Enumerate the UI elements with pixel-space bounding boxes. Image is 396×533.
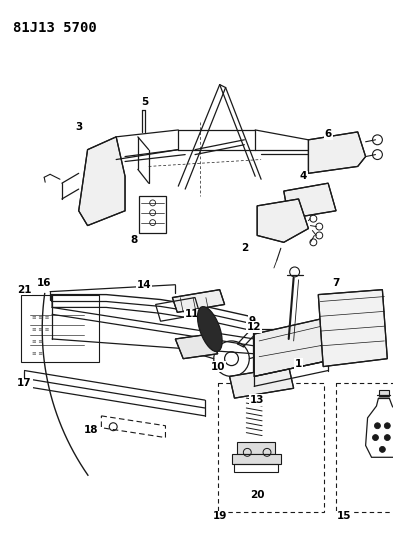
Text: 3: 3 — [75, 122, 82, 132]
Text: 21: 21 — [17, 285, 32, 295]
Text: 10: 10 — [210, 361, 225, 372]
Bar — [336, 383, 396, 512]
Text: 18: 18 — [84, 425, 99, 435]
Text: 2: 2 — [241, 243, 248, 253]
Text: 12: 12 — [247, 322, 261, 332]
Bar — [379, 390, 389, 396]
Polygon shape — [175, 334, 218, 359]
Bar — [238, 442, 275, 454]
Circle shape — [373, 434, 379, 440]
Circle shape — [385, 423, 390, 429]
Text: 11: 11 — [185, 309, 199, 319]
Polygon shape — [79, 137, 125, 225]
Polygon shape — [230, 367, 294, 398]
Circle shape — [395, 434, 396, 440]
Circle shape — [375, 423, 381, 429]
Ellipse shape — [198, 306, 222, 352]
Polygon shape — [284, 183, 336, 219]
Text: 7: 7 — [332, 278, 340, 288]
Text: 4: 4 — [300, 171, 307, 181]
Text: 15: 15 — [337, 512, 351, 521]
Text: 20: 20 — [250, 490, 265, 500]
Text: 14: 14 — [137, 280, 151, 290]
Text: ≡ ≡: ≡ ≡ — [32, 351, 43, 356]
Text: 13: 13 — [250, 395, 265, 405]
Text: 8: 8 — [130, 236, 137, 245]
Text: 5: 5 — [141, 98, 148, 107]
Polygon shape — [172, 289, 225, 312]
Text: 16: 16 — [37, 278, 51, 288]
Polygon shape — [254, 317, 336, 376]
Text: 1: 1 — [295, 359, 302, 369]
Polygon shape — [257, 199, 308, 243]
Circle shape — [394, 423, 396, 429]
Text: 9: 9 — [249, 316, 256, 326]
Circle shape — [379, 447, 385, 453]
Bar — [234, 464, 278, 472]
Text: ≡ ≡ ≡: ≡ ≡ ≡ — [32, 327, 50, 332]
Text: 6: 6 — [325, 129, 332, 139]
Text: 19: 19 — [213, 512, 227, 521]
Text: 17: 17 — [17, 378, 32, 389]
Text: 81J13 5700: 81J13 5700 — [13, 21, 96, 36]
Bar — [232, 454, 281, 464]
Bar — [139, 196, 166, 233]
Circle shape — [385, 434, 390, 440]
Bar — [218, 383, 324, 512]
Text: ≡ ≡: ≡ ≡ — [32, 339, 43, 344]
Polygon shape — [318, 289, 387, 367]
Bar — [253, 329, 287, 378]
Bar — [21, 295, 99, 362]
Polygon shape — [308, 132, 366, 173]
Text: ≡ ≡ ≡: ≡ ≡ ≡ — [32, 315, 50, 320]
